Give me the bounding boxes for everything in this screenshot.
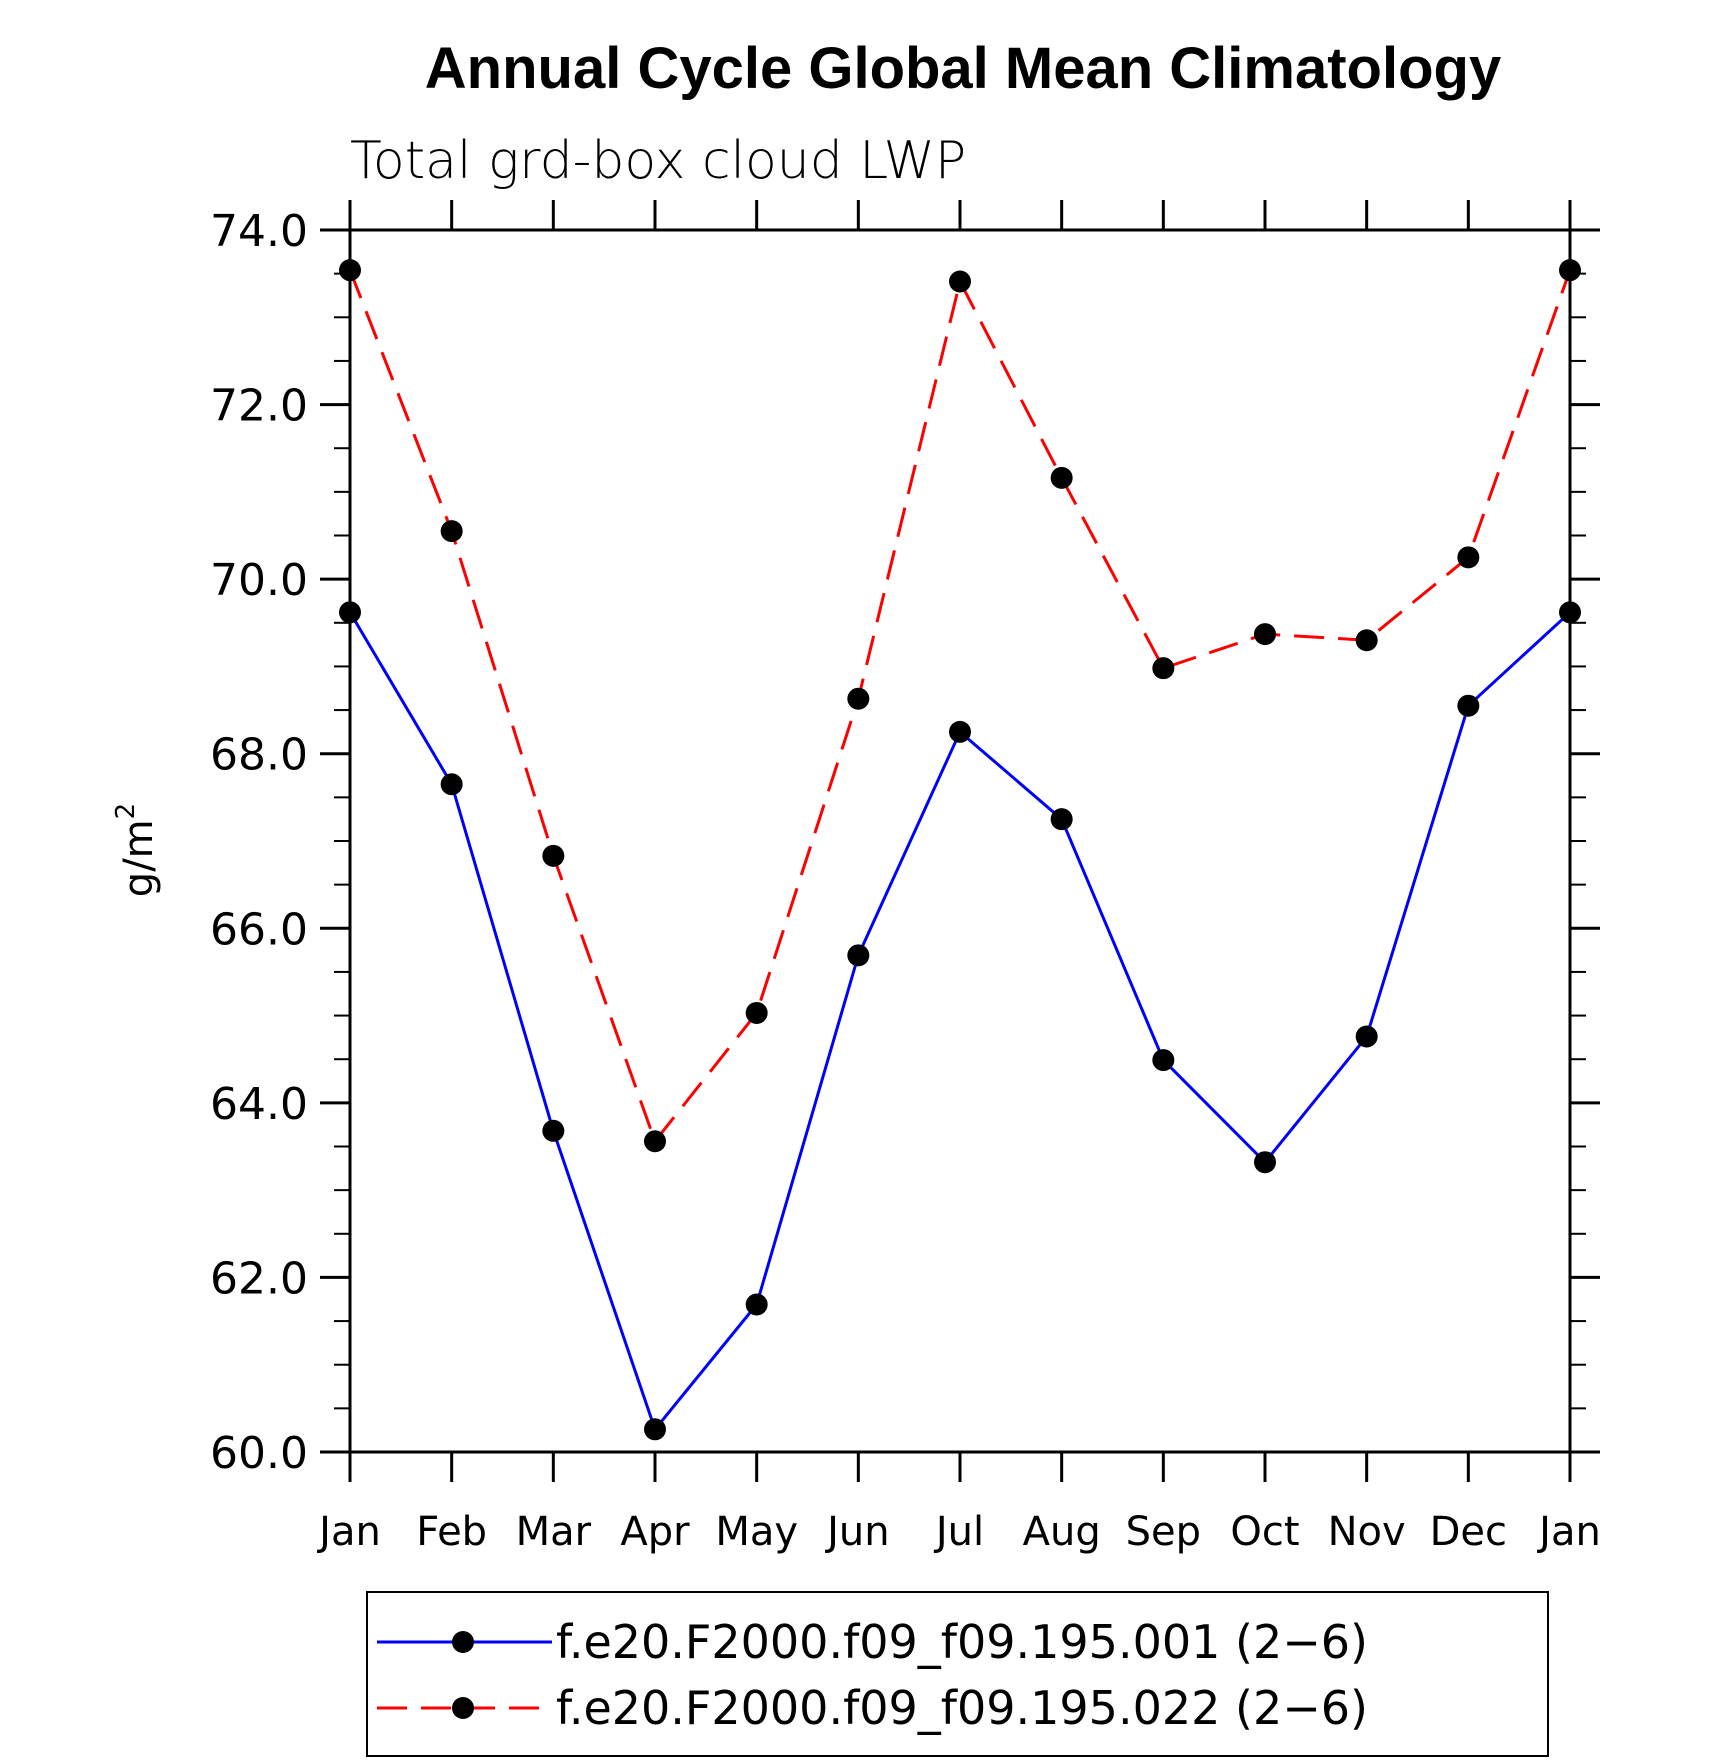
y-tick-label: 74.0: [210, 206, 308, 257]
data-point: [440, 773, 463, 796]
data-point: [745, 1293, 768, 1316]
data-point: [644, 1130, 666, 1153]
x-tick-label: Jul: [933, 1509, 984, 1555]
y-tick-label: 66.0: [210, 904, 308, 955]
x-tick-label: Jun: [824, 1509, 890, 1555]
x-tick-label: Sep: [1126, 1509, 1201, 1555]
x-tick-label: Aug: [1023, 1509, 1101, 1555]
y-tick-labels: 60.0 62.0 64.0 66.0 68.0 70.0 72.0 74.0: [210, 206, 308, 1479]
x-tick-label: Nov: [1328, 1509, 1406, 1555]
data-point: [440, 520, 463, 543]
y-axis-label: g/m2: [111, 803, 162, 897]
chart-title: Annual Cycle Global Mean Climatology: [425, 36, 1501, 101]
data-point: [1254, 623, 1276, 646]
legend-marker: [452, 1697, 474, 1719]
y-axis-label-superscript: 2: [111, 803, 141, 820]
data-point: [1355, 1025, 1378, 1048]
legend-label: f.e20.F2000.f09_f09.195.022 (2−6): [556, 1681, 1368, 1735]
x-tick-label: Dec: [1430, 1509, 1507, 1555]
data-point: [542, 844, 565, 867]
data-point: [949, 720, 971, 743]
x-tick-label: Apr: [620, 1509, 690, 1555]
y-tick-label: 62.0: [210, 1253, 308, 1304]
data-point: [949, 270, 971, 293]
data-point: [339, 259, 361, 282]
x-tick-labels: Jan Feb Mar Apr May Jun Jul Aug Sep Oct Nov Dec Jan: [316, 1509, 1601, 1555]
chart-subtitle: Total grd-box cloud LWP: [350, 131, 966, 191]
legend-label: f.e20.F2000.f09_f09.195.001 (2−6): [556, 1615, 1368, 1669]
series-line: [348, 269, 1572, 1145]
data-point: [1152, 657, 1175, 680]
data-point: [1152, 1049, 1175, 1072]
plot-frame: [348, 228, 1572, 1454]
y-tick-label: 70.0: [210, 555, 308, 606]
data-point: [339, 601, 361, 624]
series-markers: [339, 259, 1581, 1441]
data-point: [542, 1119, 565, 1142]
x-tick-label: Oct: [1230, 1509, 1299, 1555]
data-point: [1457, 694, 1480, 717]
svg-text:g/m2: g/m2: [111, 803, 162, 897]
data-point: [1254, 1151, 1276, 1174]
data-point: [1050, 466, 1073, 489]
axis-ticks: [320, 200, 1600, 1482]
data-point: [1559, 601, 1581, 624]
data-point: [1050, 808, 1073, 831]
y-tick-label: 68.0: [210, 730, 308, 781]
legend-items: f.e20.F2000.f09_f09.195.001 (2−6) f.e20.F…: [377, 1615, 1368, 1735]
data-point: [745, 1001, 768, 1024]
data-point: [847, 944, 870, 967]
legend: f.e20.F2000.f09_f09.195.001 (2−6) f.e20.F…: [366, 1591, 1549, 1757]
x-tick-label: Jan: [1536, 1509, 1601, 1555]
legend-box: [366, 1591, 1549, 1757]
data-point: [847, 687, 870, 710]
data-point: [644, 1418, 666, 1441]
x-tick-label: Mar: [516, 1509, 592, 1555]
x-tick-label: Jan: [316, 1509, 381, 1555]
x-tick-label: Feb: [416, 1509, 487, 1555]
y-tick-label: 64.0: [210, 1079, 308, 1130]
data-point: [1559, 259, 1581, 282]
data-point: [1355, 629, 1378, 652]
legend-marker: [452, 1631, 474, 1653]
y-tick-label: 72.0: [210, 381, 308, 432]
series-lines: [348, 269, 1572, 1433]
y-tick-label: 60.0: [210, 1428, 308, 1479]
y-axis-label-text: g/m: [116, 819, 162, 897]
data-point: [1457, 546, 1480, 569]
x-tick-label: May: [715, 1509, 798, 1555]
